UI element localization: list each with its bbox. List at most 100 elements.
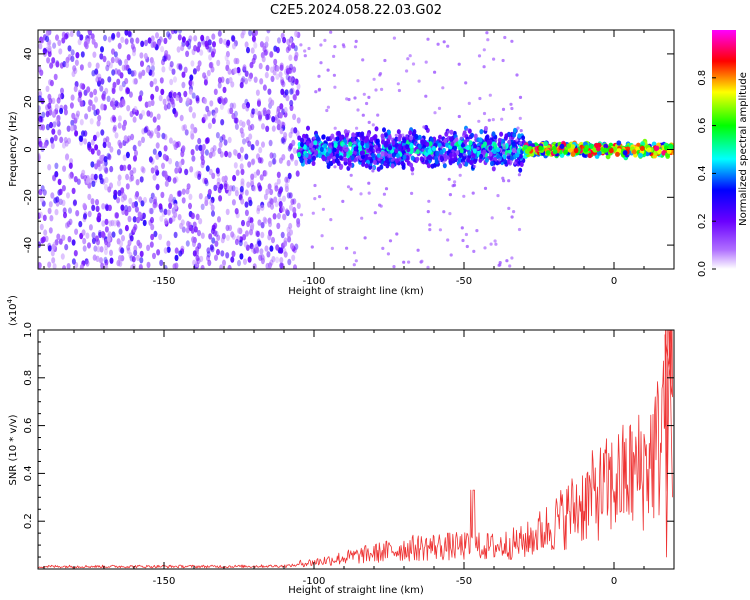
heatmap-cell: [220, 250, 225, 257]
heatmap-cell: [126, 135, 131, 142]
heatmap-cell: [232, 102, 237, 109]
heatmap-cell: [234, 190, 239, 197]
heatmap-cell: [359, 192, 363, 196]
heatmap-cell: [341, 43, 345, 47]
heatmap-cell: [589, 143, 594, 149]
heatmap-cell: [71, 239, 76, 246]
heatmap-cell: [72, 65, 77, 72]
y-tick-label: 0: [23, 146, 34, 152]
heatmap-cell: [211, 117, 216, 125]
x-tick-label: -150: [153, 276, 176, 287]
heatmap-cell: [212, 41, 216, 48]
heatmap-cell: [240, 198, 245, 205]
heatmap-cell: [61, 234, 66, 241]
heatmap-cell: [332, 147, 337, 153]
heatmap-cell: [502, 143, 506, 147]
heatmap-cell: [217, 96, 222, 104]
heatmap-cell: [209, 244, 214, 251]
heatmap-marks: [38, 30, 674, 269]
heatmap-cell: [518, 153, 523, 159]
heatmap-cell: [200, 232, 205, 239]
heatmap-cell: [472, 158, 477, 164]
heatmap-cell: [239, 253, 244, 260]
heatmap-cell: [111, 48, 115, 55]
heatmap-cell: [188, 106, 193, 113]
heatmap-cell: [388, 239, 393, 243]
heatmap-cell: [258, 62, 263, 70]
heatmap-cell: [482, 111, 487, 116]
heatmap-cell: [217, 82, 222, 89]
heatmap-cell: [175, 94, 180, 102]
heatmap-cell: [234, 123, 239, 130]
heatmap-cell: [110, 56, 115, 64]
heatmap-cell: [290, 243, 294, 250]
heatmap-cell: [51, 257, 56, 264]
heatmap-cell: [70, 119, 75, 127]
heatmap-cell: [240, 178, 245, 185]
heatmap-cell: [293, 54, 298, 62]
heatmap-cell: [208, 46, 213, 53]
heatmap-cell: [124, 224, 129, 232]
x-tick-label: -100: [303, 576, 326, 587]
heatmap-cell: [120, 196, 125, 203]
heatmap-cell: [187, 43, 192, 50]
heatmap-cell: [109, 249, 113, 256]
heatmap-cell: [150, 99, 155, 107]
heatmap-cell: [48, 227, 53, 234]
heatmap-cell: [73, 199, 77, 206]
heatmap-cell: [431, 145, 436, 152]
heatmap-cell: [287, 258, 292, 266]
heatmap-cell: [244, 189, 249, 196]
heatmap-cell: [66, 263, 71, 269]
heatmap-cell: [123, 64, 128, 71]
heatmap-cell: [58, 238, 63, 245]
heatmap-cell: [286, 38, 291, 46]
heatmap-cell: [362, 92, 366, 96]
heatmap-cell: [241, 76, 246, 83]
heatmap-cell: [195, 213, 200, 220]
heatmap-cell: [451, 184, 455, 188]
heatmap-cell: [300, 137, 304, 143]
heatmap-cell: [91, 237, 96, 244]
heatmap-cell: [238, 239, 243, 247]
heatmap-cell: [220, 236, 225, 244]
heatmap-cell: [369, 136, 374, 143]
heatmap-cell: [395, 153, 400, 159]
heatmap-cell: [449, 136, 454, 142]
heatmap-cell: [197, 173, 202, 180]
heatmap-cell: [460, 142, 465, 148]
heatmap-cell: [493, 239, 497, 243]
heatmap-cell: [360, 140, 365, 146]
heatmap-cell: [125, 183, 130, 190]
heatmap-cell: [333, 165, 337, 169]
heatmap-cell: [190, 123, 195, 130]
heatmap-cell: [230, 34, 235, 42]
heatmap-cell: [394, 133, 398, 137]
heatmap-cell: [259, 78, 264, 85]
heatmap-cell: [397, 145, 402, 151]
heatmap-cell: [210, 196, 215, 204]
heatmap-cell: [239, 146, 244, 153]
heatmap-cell: [144, 39, 148, 47]
heatmap-cell: [155, 153, 160, 160]
heatmap-cell: [92, 51, 97, 58]
heatmap-cell: [289, 99, 294, 107]
heatmap-cell: [290, 198, 295, 205]
heatmap-cell: [42, 189, 47, 196]
y-tick-label: 0.2: [23, 513, 34, 529]
heatmap-cell: [479, 129, 484, 135]
heatmap-cell: [216, 234, 221, 241]
heatmap-cell: [166, 240, 171, 247]
heatmap-cell: [284, 185, 289, 193]
heatmap-cell: [76, 110, 80, 117]
heatmap-cell: [234, 149, 239, 157]
heatmap-cell: [139, 176, 144, 183]
heatmap-cell: [202, 113, 207, 121]
heatmap-cell: [280, 262, 285, 269]
heatmap-cell: [303, 49, 307, 53]
heatmap-cell: [353, 96, 357, 100]
heatmap-cell: [349, 173, 353, 177]
heatmap-cell: [156, 113, 161, 120]
heatmap-cell: [496, 154, 501, 160]
